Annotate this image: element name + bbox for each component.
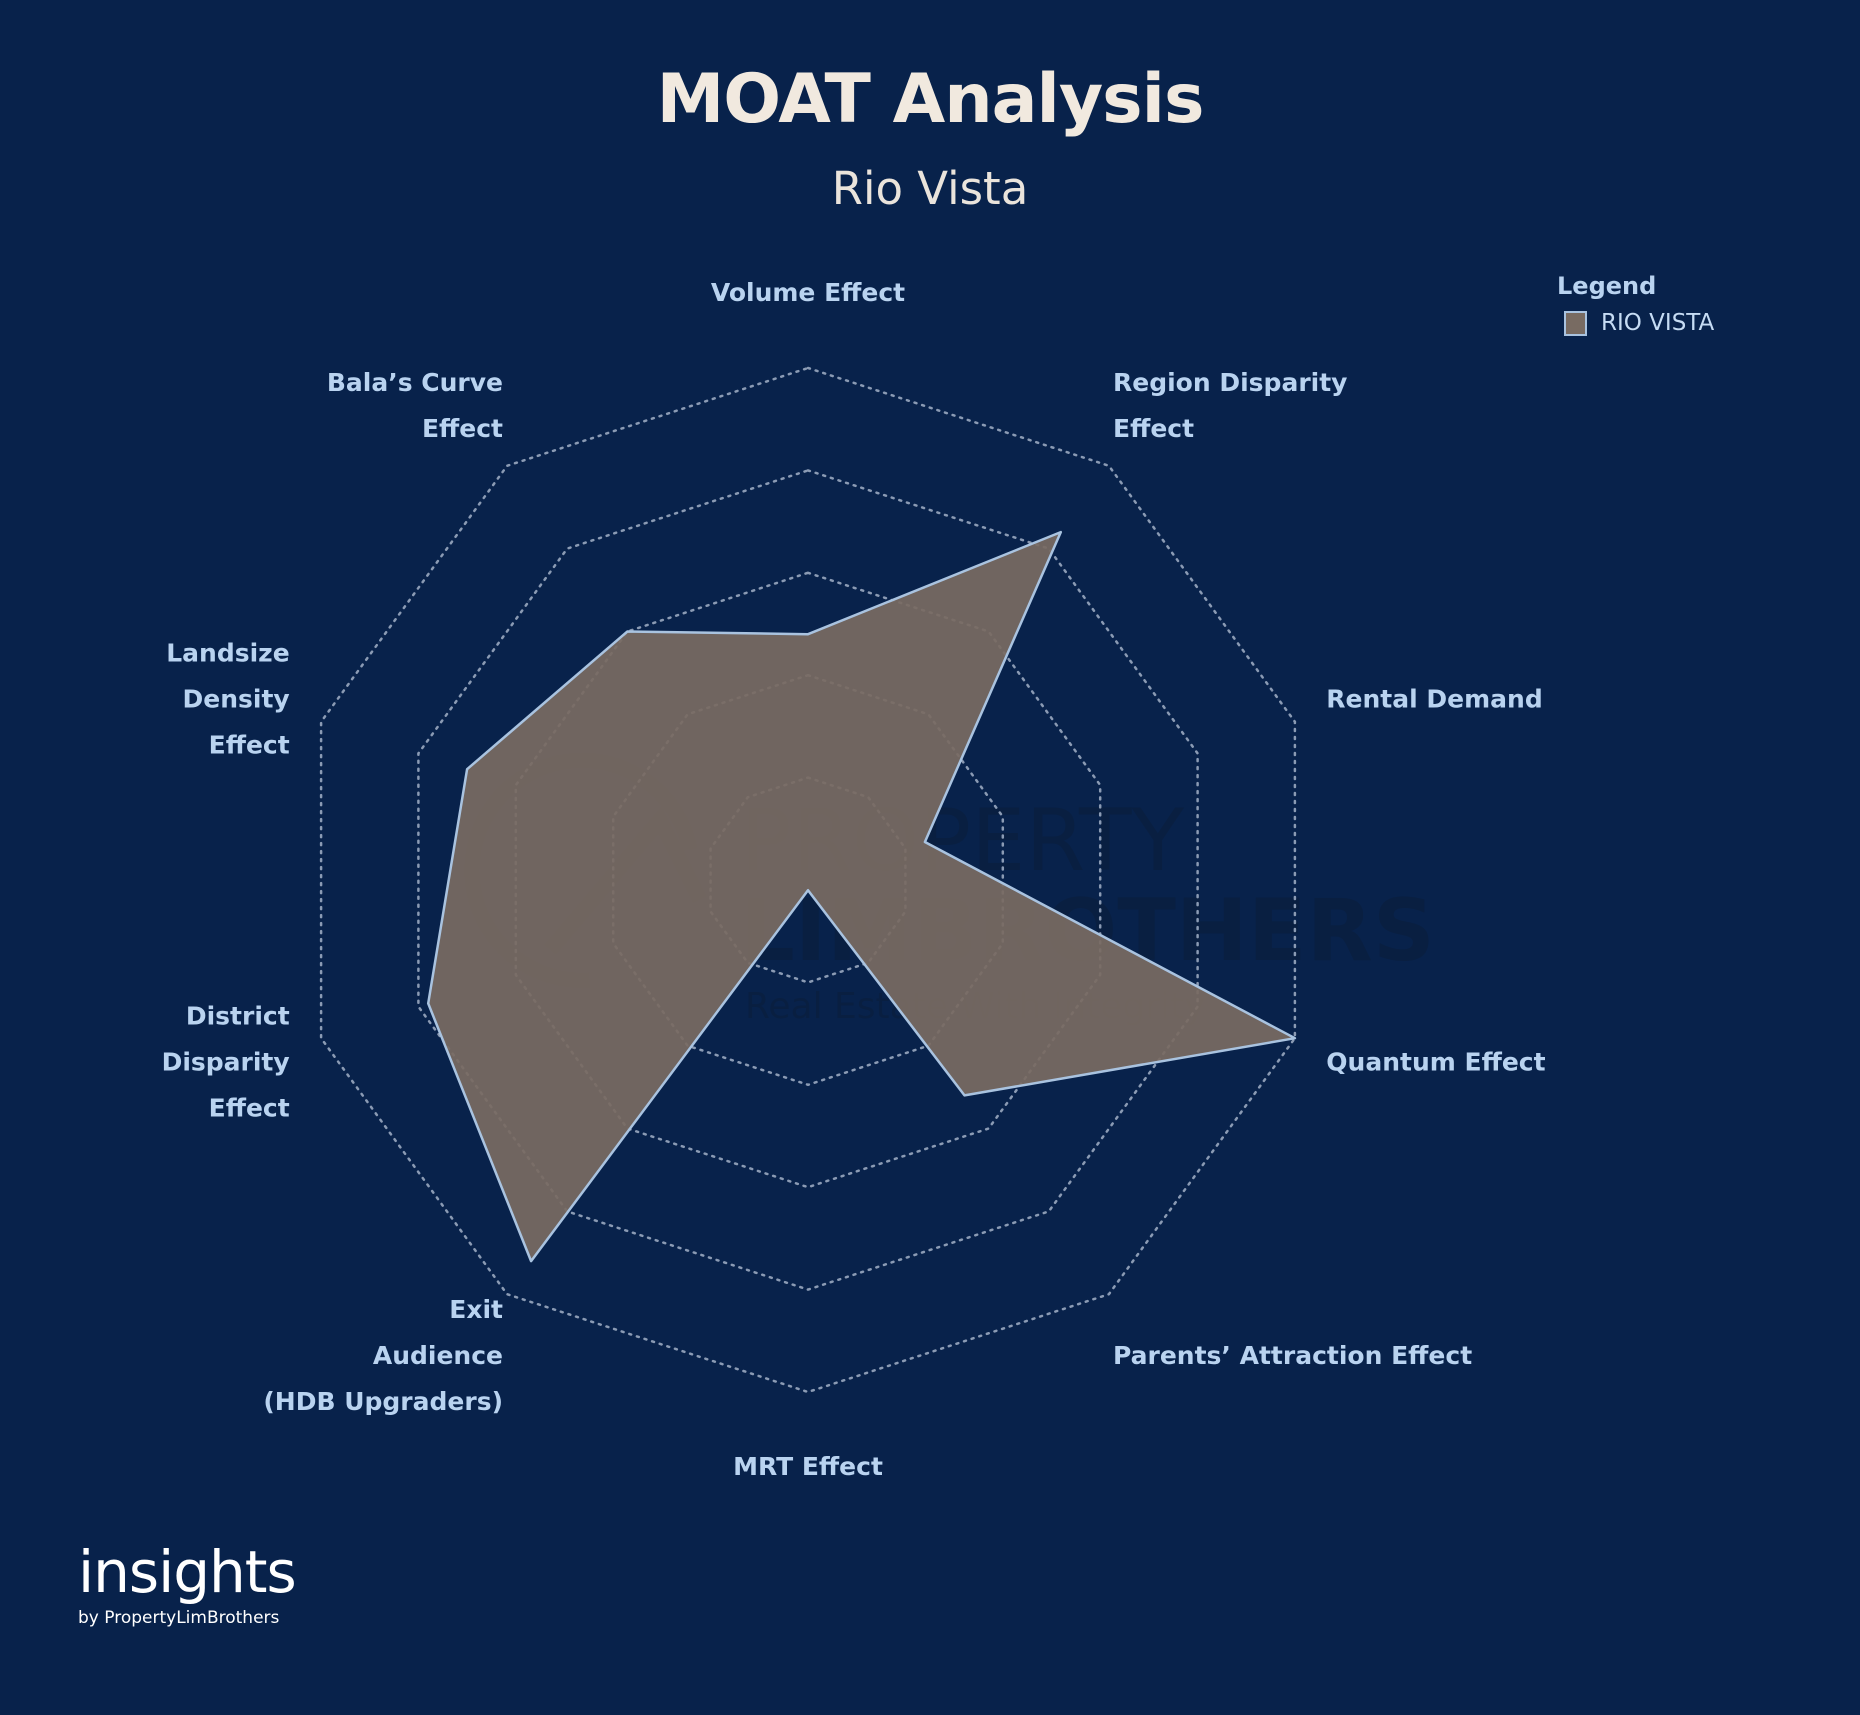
axis-label-landsize-density-effect: Landsize Density Effect bbox=[166, 639, 289, 760]
legend-item-rio-vista[interactable]: RIO VISTA bbox=[1557, 310, 1714, 336]
legend: Legend RIO VISTA bbox=[1557, 272, 1714, 336]
chart-subtitle: Rio Vista bbox=[831, 162, 1029, 215]
grid-ring-4 bbox=[417, 469, 1199, 1291]
legend-label: RIO VISTA bbox=[1601, 310, 1715, 336]
axis-label-parents-attraction-effect: Parents’ Attraction Effect bbox=[1113, 1341, 1472, 1370]
legend-title: Legend bbox=[1557, 272, 1657, 300]
axis-label-rental-demand: Rental Demand bbox=[1326, 685, 1542, 714]
chart-title: MOAT Analysis bbox=[656, 60, 1205, 139]
axis-label-volume-effect: Volume Effect bbox=[711, 278, 905, 307]
axis-label-district-disparity-effect: District Disparity Effect bbox=[162, 1001, 290, 1122]
axis-label-mrt-effect: MRT Effect bbox=[733, 1452, 883, 1481]
brand-name: insights bbox=[78, 1538, 297, 1606]
axis-label-region-disparity-effect: Region Disparity Effect bbox=[1113, 368, 1347, 443]
axis-label-exit-audience-hdb-upgraders: Exit Audience (HDB Upgraders) bbox=[263, 1295, 503, 1416]
series-area-layer bbox=[426, 530, 1297, 1263]
legend-swatch bbox=[1564, 310, 1587, 336]
axis-labels: Volume Effect Region Disparity Effect Renta… bbox=[162, 278, 1546, 1481]
brand-logo: insights by PropertyLimBrothers bbox=[78, 1538, 297, 1628]
grid-ring-5 bbox=[319, 366, 1297, 1394]
brand-sub: by PropertyLimBrothers bbox=[78, 1608, 280, 1628]
axis-label-bala-s-curve-effect: Bala’s Curve Effect bbox=[327, 368, 503, 443]
axis-label-quantum-effect: Quantum Effect bbox=[1326, 1047, 1545, 1076]
